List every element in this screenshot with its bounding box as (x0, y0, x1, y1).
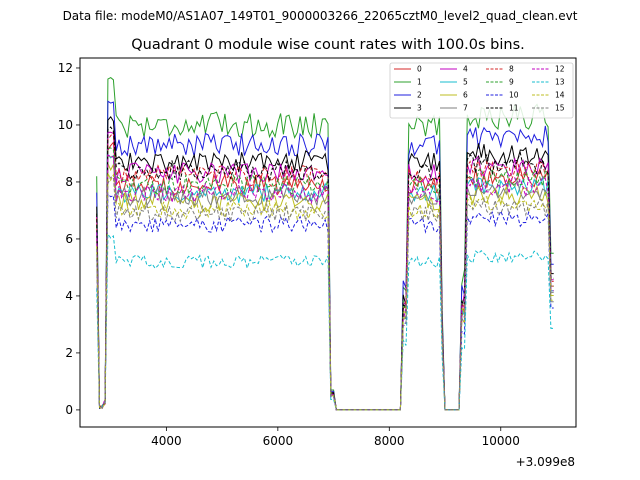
x-tick-label: 8000 (374, 434, 405, 448)
chart-title: Quadrant 0 module wise count rates with … (131, 37, 525, 53)
legend-label-5: 5 (463, 78, 468, 87)
series-line-2 (96, 100, 554, 411)
series-line-1 (96, 77, 554, 411)
legend-label-7: 7 (463, 104, 468, 113)
legend-label-2: 2 (417, 91, 422, 100)
legend-label-13: 13 (555, 78, 565, 87)
legend-label-11: 11 (509, 104, 519, 113)
series-line-3 (96, 115, 554, 411)
legend-label-6: 6 (463, 91, 468, 100)
legend-label-1: 1 (417, 78, 422, 87)
x-offset-label: +3.099e8 (516, 455, 575, 469)
series-line-11 (96, 126, 554, 411)
legend-label-10: 10 (509, 91, 519, 100)
x-tick-label: 4000 (151, 434, 182, 448)
x-tick-label: 6000 (263, 434, 294, 448)
legend-label-15: 15 (555, 104, 565, 113)
series-line-15 (96, 176, 554, 411)
series-line-7 (96, 154, 554, 411)
series-line-8 (96, 131, 554, 411)
legend-label-4: 4 (463, 65, 468, 74)
legend-label-9: 9 (509, 78, 514, 87)
legend-label-3: 3 (417, 104, 422, 113)
legend-label-0: 0 (417, 65, 422, 74)
legend-label-12: 12 (555, 65, 565, 74)
y-tick-label: 10 (58, 118, 73, 132)
series-line-12 (96, 154, 554, 411)
plot-series (96, 77, 554, 411)
series-line-9 (96, 147, 554, 411)
series-line-13 (96, 232, 554, 411)
y-tick-label: 4 (65, 289, 73, 303)
y-tick-label: 2 (65, 346, 73, 360)
y-tick-label: 6 (65, 232, 73, 246)
y-tick-label: 12 (58, 61, 73, 75)
plot-frame (79, 57, 577, 428)
legend-label-8: 8 (509, 65, 514, 74)
y-tick-label: 0 (65, 403, 73, 417)
legend-box (389, 62, 574, 119)
legend-label-14: 14 (555, 91, 565, 100)
x-tick-label: 10000 (482, 434, 520, 448)
suptitle: Data file: modeM0/AS1A07_149T01_90000032… (63, 9, 578, 23)
y-tick-label: 8 (65, 175, 73, 189)
